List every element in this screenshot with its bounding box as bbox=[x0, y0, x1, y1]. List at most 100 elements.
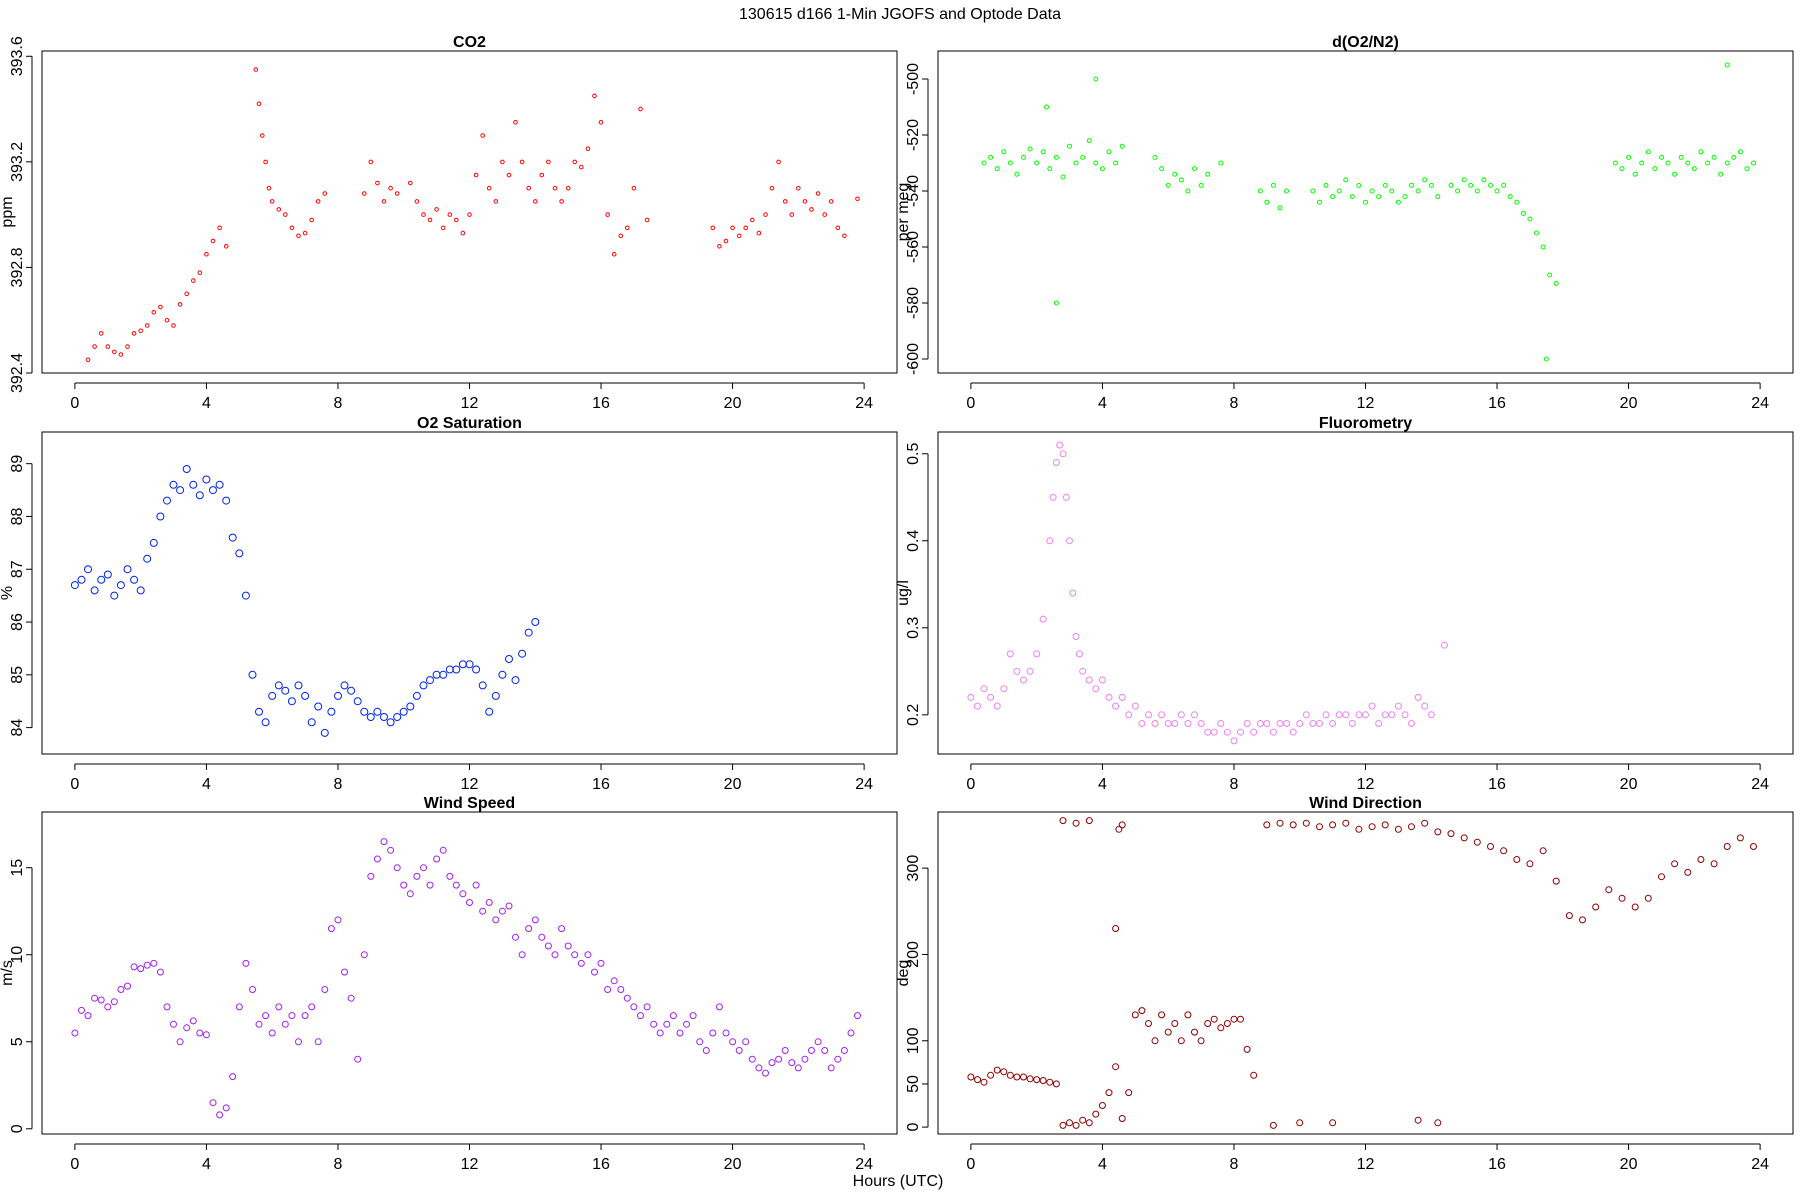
data-point bbox=[413, 872, 421, 880]
data-point bbox=[334, 916, 342, 924]
data-point bbox=[445, 665, 454, 674]
data-point bbox=[373, 855, 381, 863]
data-point bbox=[77, 575, 86, 584]
data-point bbox=[480, 133, 486, 138]
data-point bbox=[1342, 819, 1350, 827]
data-point bbox=[623, 994, 631, 1002]
data-point bbox=[70, 581, 79, 590]
x-tick-label: 8 bbox=[1230, 776, 1239, 793]
chart-panel-6: Wind Direction deg 0 4 8 12 16 20 24 0 50 100 200 300 bbox=[895, 795, 1794, 1173]
data-point bbox=[1540, 244, 1546, 250]
y-tick-label: 50 bbox=[905, 1075, 922, 1093]
data-point bbox=[1184, 720, 1192, 727]
data-point bbox=[1678, 154, 1684, 160]
panel-title: CO2 bbox=[453, 34, 486, 51]
data-point bbox=[696, 1038, 704, 1046]
data-point bbox=[209, 486, 217, 495]
x-tick-label: 16 bbox=[592, 395, 610, 412]
data-point bbox=[426, 881, 434, 889]
data-point bbox=[1718, 171, 1724, 177]
data-point bbox=[90, 586, 99, 595]
data-point bbox=[1046, 537, 1054, 545]
y-tick-label: 5 bbox=[9, 1037, 26, 1046]
data-point bbox=[842, 233, 847, 239]
data-point bbox=[736, 233, 742, 239]
data-point bbox=[564, 942, 572, 950]
data-point bbox=[1092, 1110, 1100, 1118]
data-point bbox=[1066, 1119, 1073, 1127]
data-point bbox=[847, 1029, 855, 1037]
data-point bbox=[1526, 860, 1534, 868]
data-point bbox=[189, 480, 198, 489]
x-tick-label: 12 bbox=[1357, 395, 1375, 412]
data-point bbox=[308, 1003, 316, 1011]
data-point bbox=[1152, 154, 1158, 160]
data-point bbox=[1447, 830, 1455, 838]
data-point bbox=[261, 718, 270, 727]
data-point bbox=[1115, 825, 1123, 833]
data-point bbox=[1184, 1011, 1192, 1019]
data-point bbox=[1145, 711, 1152, 719]
panel-title: d(O2/N2) bbox=[1332, 34, 1399, 51]
data-point bbox=[262, 1012, 270, 1020]
data-point bbox=[426, 676, 434, 685]
data-point bbox=[1072, 633, 1080, 640]
data-point bbox=[1473, 838, 1481, 846]
data-point bbox=[1552, 877, 1560, 885]
data-point bbox=[1264, 199, 1270, 205]
data-point bbox=[454, 217, 459, 223]
x-tick-label: 0 bbox=[966, 1156, 975, 1173]
y-tick-label: 86 bbox=[9, 613, 26, 631]
data-point bbox=[98, 331, 104, 336]
data-point bbox=[498, 670, 507, 679]
data-point bbox=[788, 1059, 796, 1067]
x-tick-label: 4 bbox=[202, 1156, 211, 1173]
x-tick-label: 8 bbox=[1230, 395, 1239, 412]
x-tick-label: 12 bbox=[461, 1156, 479, 1173]
y-tick-label: -540 bbox=[905, 175, 922, 207]
data-point bbox=[228, 533, 237, 542]
data-point bbox=[1263, 821, 1271, 829]
x-tick-label: 20 bbox=[724, 776, 742, 793]
data-point bbox=[255, 707, 263, 716]
data-point bbox=[269, 199, 275, 204]
data-point bbox=[631, 185, 637, 191]
data-point bbox=[768, 1059, 776, 1067]
data-point bbox=[1118, 1115, 1126, 1122]
data-point bbox=[210, 238, 216, 244]
data-point bbox=[814, 1038, 822, 1046]
data-point bbox=[169, 480, 178, 489]
data-point bbox=[1033, 1076, 1041, 1084]
data-point bbox=[434, 207, 439, 212]
data-point bbox=[427, 217, 433, 223]
data-point bbox=[1079, 667, 1087, 675]
data-point bbox=[149, 538, 158, 547]
y-tick-label: 393.6 bbox=[9, 36, 26, 76]
y-tick-label: 85 bbox=[9, 666, 26, 684]
data-point bbox=[452, 881, 460, 889]
data-point bbox=[1165, 182, 1171, 188]
data-point bbox=[1408, 720, 1415, 727]
data-point bbox=[215, 480, 224, 489]
data-point bbox=[1092, 685, 1100, 693]
data-point bbox=[235, 1003, 243, 1011]
chart-panels: CO2 ppm 0 4 8 12 16 20 24 392.4 392.8 393.2 393.6 d(O… bbox=[0, 34, 1794, 1173]
data-point bbox=[656, 1029, 664, 1037]
data-point bbox=[630, 1003, 638, 1011]
data-point bbox=[518, 951, 526, 959]
data-point bbox=[123, 565, 132, 574]
data-point bbox=[492, 916, 500, 924]
data-point bbox=[85, 357, 91, 363]
data-point bbox=[1125, 1089, 1133, 1097]
data-point bbox=[710, 225, 716, 231]
data-point bbox=[1618, 894, 1626, 902]
data-point bbox=[439, 846, 447, 854]
data-point bbox=[1138, 720, 1146, 727]
data-point bbox=[1434, 1119, 1442, 1127]
data-point bbox=[1434, 828, 1442, 836]
data-point bbox=[579, 164, 584, 170]
data-point bbox=[1382, 182, 1388, 188]
data-point bbox=[373, 707, 382, 716]
y-tick-label: 300 bbox=[905, 855, 922, 882]
data-point bbox=[815, 191, 821, 196]
